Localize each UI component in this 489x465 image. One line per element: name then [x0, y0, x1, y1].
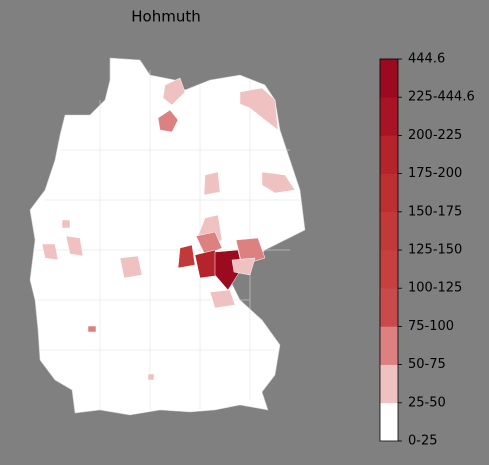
colorbar-label: 150-175	[408, 204, 462, 219]
colorbar-label: 200-225	[408, 128, 462, 143]
colorbar-label: 50-75	[408, 357, 446, 372]
colorbar-label: 0-25	[408, 434, 438, 449]
colorbar-segment	[380, 364, 398, 404]
colorbar-label: 444.6	[408, 52, 445, 67]
highlighted-districts	[41, 77, 296, 381]
germany-map	[29, 57, 306, 416]
colorbar-label: 125-150	[408, 243, 462, 258]
colorbar-label: 175-200	[408, 166, 462, 181]
colorbar-label: 25-50	[408, 395, 446, 410]
colorbar-segment	[380, 135, 398, 174]
colorbar-segment	[380, 250, 398, 289]
colorbar-segment	[380, 288, 398, 327]
colorbar-label: 100-125	[408, 281, 462, 296]
colorbar-segment	[380, 59, 398, 98]
colorbar-segment	[380, 211, 398, 251]
colorbar-segment	[380, 402, 398, 442]
country-shape	[29, 57, 306, 416]
colorbar-segment	[380, 97, 398, 136]
colorbar-segment	[380, 326, 398, 365]
colorbar-label: 75-100	[408, 319, 454, 334]
colorbar-segment	[380, 173, 398, 213]
colorbar-label: 225-444.6	[408, 90, 475, 105]
map-title: Hohmuth	[131, 8, 200, 26]
